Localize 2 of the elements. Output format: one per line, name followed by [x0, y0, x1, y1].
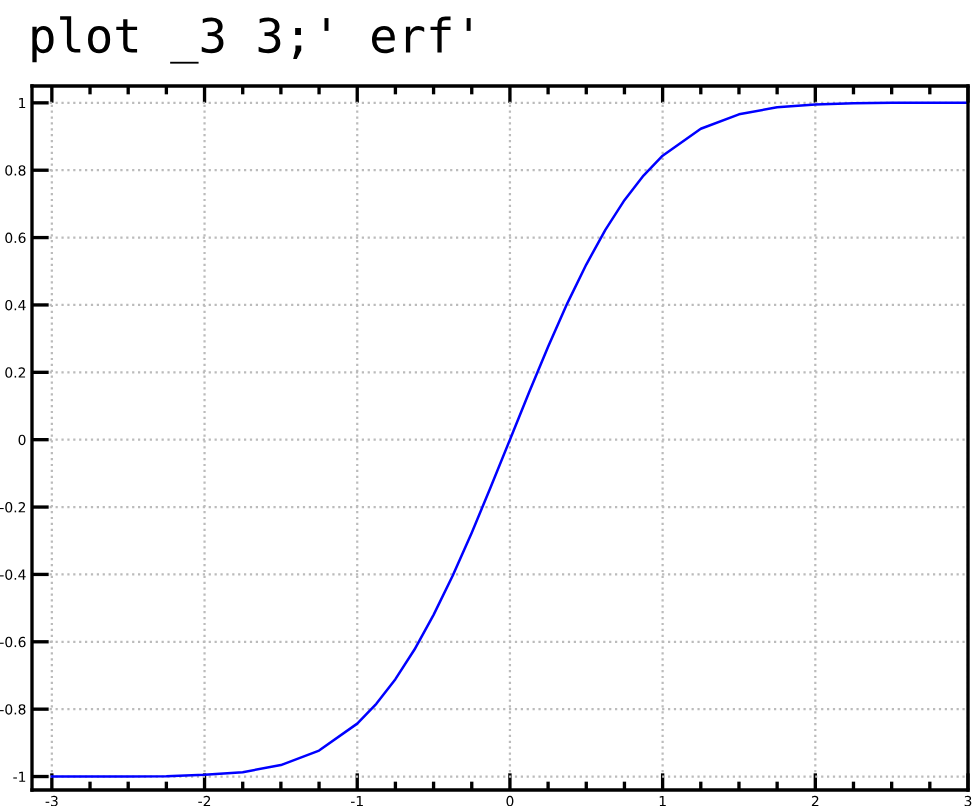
line-series [50, 101, 968, 778]
chart-title: plot _3 3;' erf' [32, 16, 471, 64]
